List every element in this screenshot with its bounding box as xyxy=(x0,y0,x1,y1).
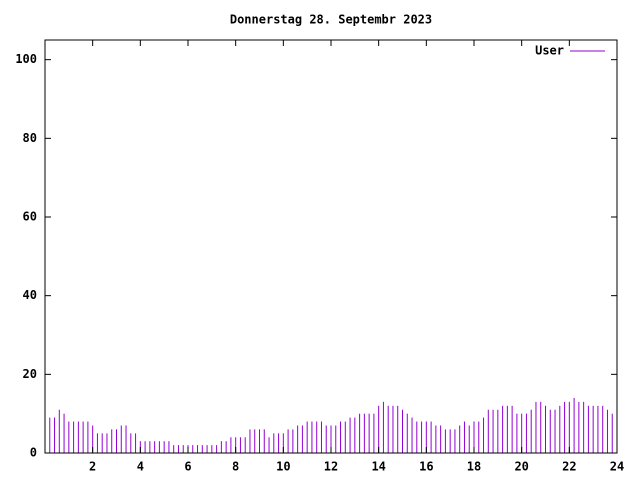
x-tick-label: 24 xyxy=(610,460,624,474)
legend-label: User xyxy=(535,44,564,58)
x-tick-label: 10 xyxy=(276,460,290,474)
x-tick-label: 8 xyxy=(232,460,239,474)
y-tick-label: 20 xyxy=(23,367,37,381)
x-tick-label: 2 xyxy=(89,460,96,474)
x-tick-label: 14 xyxy=(371,460,385,474)
x-tick-label: 12 xyxy=(324,460,338,474)
x-tick-label: 18 xyxy=(467,460,481,474)
x-tick-label: 6 xyxy=(184,460,191,474)
y-tick-label: 100 xyxy=(15,52,37,66)
chart-title: Donnerstag 28. Septembr 2023 xyxy=(230,13,432,27)
y-tick-label: 60 xyxy=(23,210,37,224)
y-tick-label: 0 xyxy=(30,446,37,460)
y-tick-label: 40 xyxy=(23,288,37,302)
y-tick-label: 80 xyxy=(23,131,37,145)
x-tick-label: 16 xyxy=(419,460,433,474)
x-tick-label: 22 xyxy=(562,460,576,474)
x-tick-label: 20 xyxy=(514,460,528,474)
x-tick-label: 4 xyxy=(137,460,144,474)
